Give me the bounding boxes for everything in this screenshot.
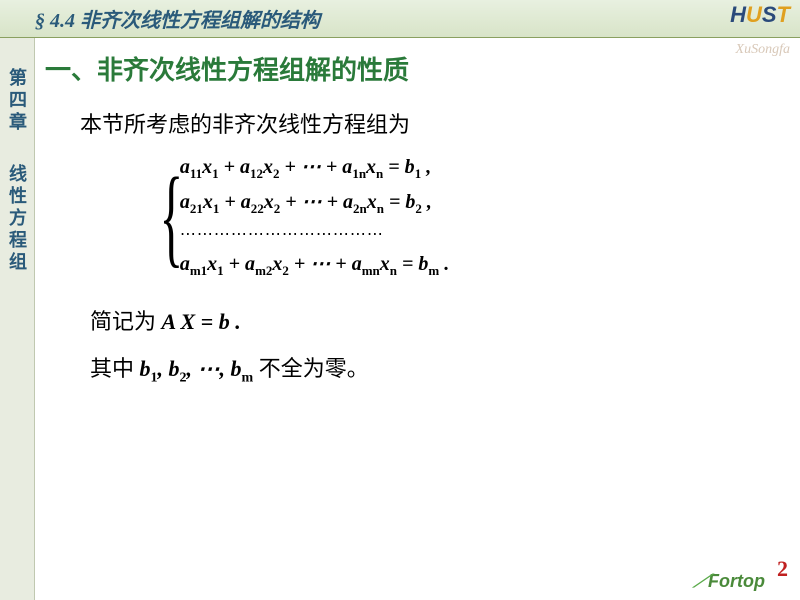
equation-ellipsis: ⋯⋯⋯⋯⋯⋯⋯⋯⋯⋯⋯⋯ (180, 224, 449, 244)
slide-header: § 4.4 非齐次线性方程组解的结构 HUST (0, 0, 800, 38)
equation-lines: a11x1 + a12x2 + ⋯ + a1nxn = b1 , a21x1 +… (180, 154, 449, 279)
where-tail: 不全为零。 (259, 356, 369, 381)
short-form-label: 简记为 (90, 309, 162, 334)
equation-system: { a11x1 + a12x2 + ⋯ + a1nxn = b1 , a21x1… (145, 154, 780, 279)
section-symbol: § (35, 10, 45, 32)
section-heading: 一、非齐次线性方程组解的性质 (45, 50, 780, 87)
short-form-line: 简记为 A X = b . (90, 304, 780, 336)
equation-row: am1x1 + am2x2 + ⋯ + amnxn = bm . (180, 251, 449, 279)
slide-content: 一、非齐次线性方程组解的性质 本节所考虑的非齐次线性方程组为 { a11x1 +… (45, 50, 780, 401)
header-text: 非齐次线性方程组解的结构 (80, 10, 320, 32)
where-label: 其中 (90, 356, 140, 381)
chapter-sidebar: 第四章 线性方程组 (0, 38, 35, 600)
page-number: 2 (777, 556, 788, 582)
hust-logo: HUST (730, 2, 790, 28)
where-math: b1, b2, ⋯, bm (140, 356, 254, 381)
equation-row: a21x1 + a22x2 + ⋯ + a2nxn = b2 , (180, 189, 449, 217)
short-form-math: A X = b . (162, 309, 241, 334)
sidebar-chapter: 第四章 (4, 68, 30, 134)
intro-text: 本节所考虑的非齐次线性方程组为 (80, 107, 780, 139)
header-title: § 4.4 非齐次线性方程组解的结构 (35, 4, 320, 33)
left-brace-icon: { (160, 167, 184, 266)
sidebar-topic: 线性方程组 (4, 164, 30, 274)
where-line: 其中 b1, b2, ⋯, bm 不全为零。 (90, 351, 780, 386)
equation-row: a11x1 + a12x2 + ⋯ + a1nxn = b1 , (180, 154, 449, 182)
footer-brand-text: Fortop (708, 571, 765, 591)
section-number: 4.4 (50, 10, 75, 32)
footer-brand: ⟋Fortop (695, 571, 765, 592)
